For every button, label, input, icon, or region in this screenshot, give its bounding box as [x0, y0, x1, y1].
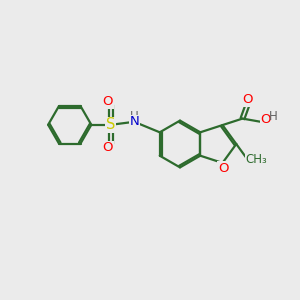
Text: S: S	[106, 117, 116, 132]
Text: O: O	[260, 113, 271, 126]
Text: H: H	[130, 110, 139, 123]
Text: O: O	[242, 93, 253, 106]
Text: O: O	[103, 141, 113, 154]
Text: H: H	[268, 110, 277, 123]
Text: O: O	[103, 95, 113, 108]
Text: CH₃: CH₃	[245, 153, 267, 166]
Text: O: O	[218, 162, 228, 175]
Text: N: N	[129, 115, 139, 128]
